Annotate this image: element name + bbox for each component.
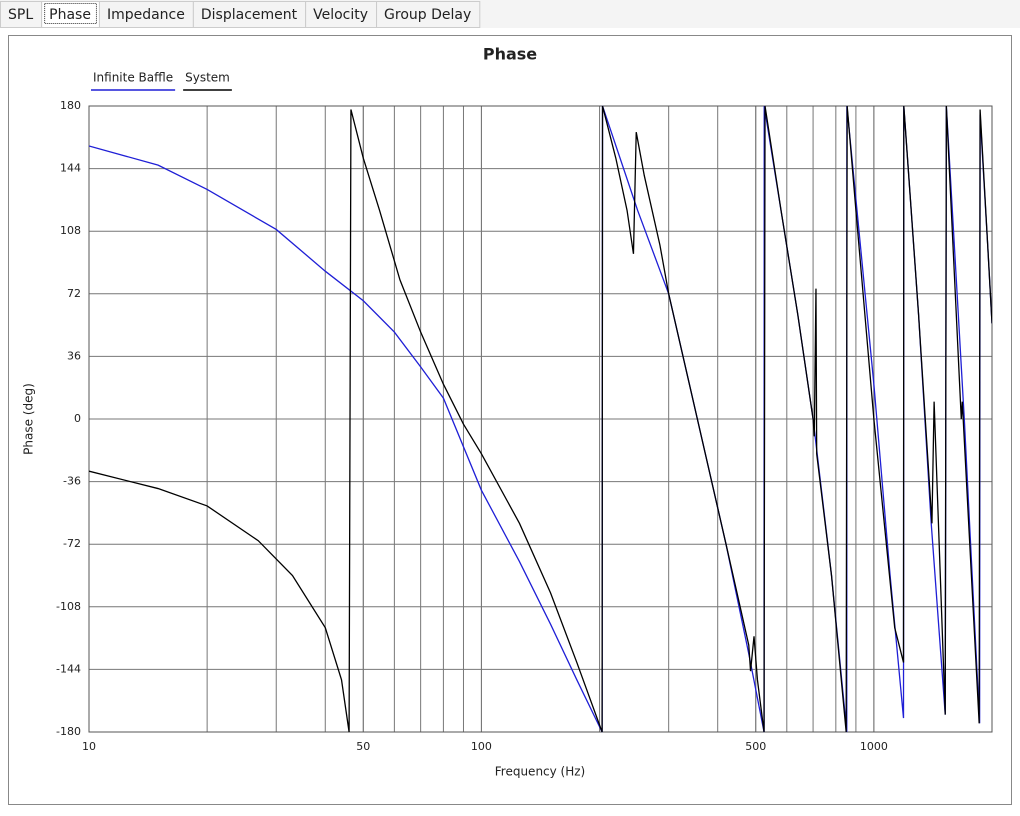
tab[interactable]: Phase (41, 1, 100, 28)
y-tick-label: -72 (63, 537, 81, 550)
tab[interactable]: Velocity (305, 1, 378, 28)
x-tick-label: 10 (82, 740, 96, 753)
y-tick-label: 36 (67, 349, 81, 362)
tab-body[interactable] (192, 1, 307, 28)
y-tick-label: -108 (56, 600, 81, 613)
tab-body[interactable] (98, 1, 194, 28)
series-line (89, 105, 992, 733)
y-tick-label: 180 (60, 99, 81, 112)
tab[interactable]: Displacement (192, 1, 307, 28)
y-tick-label: 144 (60, 162, 81, 175)
chart-title: Phase (483, 45, 537, 64)
y-axis-label: Phase (deg) (22, 383, 36, 455)
tab-label[interactable]: Group Delay (384, 7, 471, 23)
legend-label: Infinite Baffle (93, 71, 173, 85)
tab[interactable]: SPL (0, 1, 43, 28)
x-tick-label: 1000 (860, 740, 888, 753)
x-axis-label: Frequency (Hz) (495, 765, 586, 779)
y-tick-label: -144 (56, 662, 81, 675)
tab-body[interactable] (0, 1, 43, 28)
tab-label[interactable]: SPL (8, 7, 33, 23)
y-tick-label: -180 (56, 725, 81, 738)
tab-label[interactable]: Velocity (313, 7, 368, 23)
tabs: SPL Phase Impedance Displacement Velocity Gro… (0, 1, 481, 28)
series-line (89, 105, 992, 733)
y-tick-label: 72 (67, 287, 81, 300)
tab[interactable]: Group Delay (376, 1, 481, 28)
tab-body[interactable] (376, 1, 481, 28)
x-tick-label: 50 (356, 740, 370, 753)
x-tick-label: 500 (745, 740, 766, 753)
plot-border (88, 105, 993, 733)
tab-body[interactable] (305, 1, 378, 28)
tab-label[interactable]: Phase (49, 7, 91, 23)
tab[interactable]: Impedance (98, 1, 194, 28)
tab-label[interactable]: Displacement (201, 7, 298, 23)
y-tick-label: 0 (74, 412, 81, 425)
legend-label: System (185, 71, 230, 85)
x-tick-label: 100 (471, 740, 492, 753)
tab-label[interactable]: Impedance (107, 7, 185, 23)
chart-panel (8, 35, 1012, 805)
y-tick-label: 108 (60, 224, 81, 237)
y-tick-label: -36 (63, 475, 81, 488)
